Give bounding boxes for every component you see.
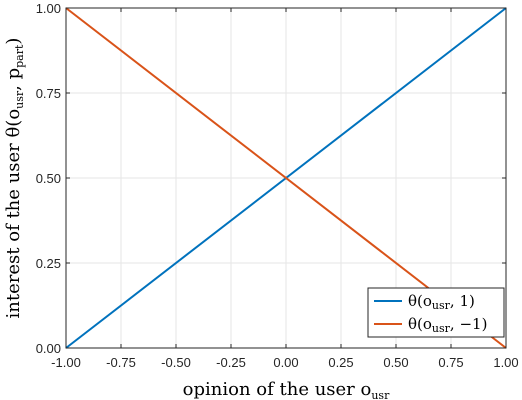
x-tick-label: 1.00	[493, 355, 518, 370]
legend-label-series-1: θ(ousr, 1)	[408, 292, 475, 312]
legend: θ(ousr, 1) θ(ousr, −1)	[367, 287, 505, 338]
x-tick-label: 0.75	[438, 355, 463, 370]
y-tick-label: 0.75	[36, 86, 61, 101]
y-axis-title: interest of the user θ(ousr, ppart)	[3, 38, 26, 319]
y-tick-labels: 0.00 0.25 0.50 0.75 1.00	[36, 1, 61, 356]
x-tick-label: 0.25	[328, 355, 353, 370]
legend-box	[367, 287, 505, 338]
y-tick-label: 0.50	[36, 171, 61, 186]
x-axis-title: opinion of the user ousr	[183, 379, 390, 400]
tick-marks	[65, 7, 507, 349]
legend-label-series-2: θ(ousr, −1)	[408, 315, 487, 335]
x-tick-label: -0.25	[216, 355, 246, 370]
x-tick-label: -0.50	[161, 355, 191, 370]
x-tick-label: 0.00	[273, 355, 298, 370]
y-tick-label: 1.00	[36, 1, 61, 16]
x-tick-label: -1.00	[51, 355, 81, 370]
y-tick-label: 0.00	[36, 341, 61, 356]
x-tick-labels: -1.00 -0.75 -0.50 -0.25 0.00 0.25 0.50 0.75 1.00	[51, 355, 518, 370]
x-tick-label: 0.50	[383, 355, 408, 370]
x-tick-label: -0.75	[106, 355, 136, 370]
y-tick-label: 0.25	[36, 256, 61, 271]
